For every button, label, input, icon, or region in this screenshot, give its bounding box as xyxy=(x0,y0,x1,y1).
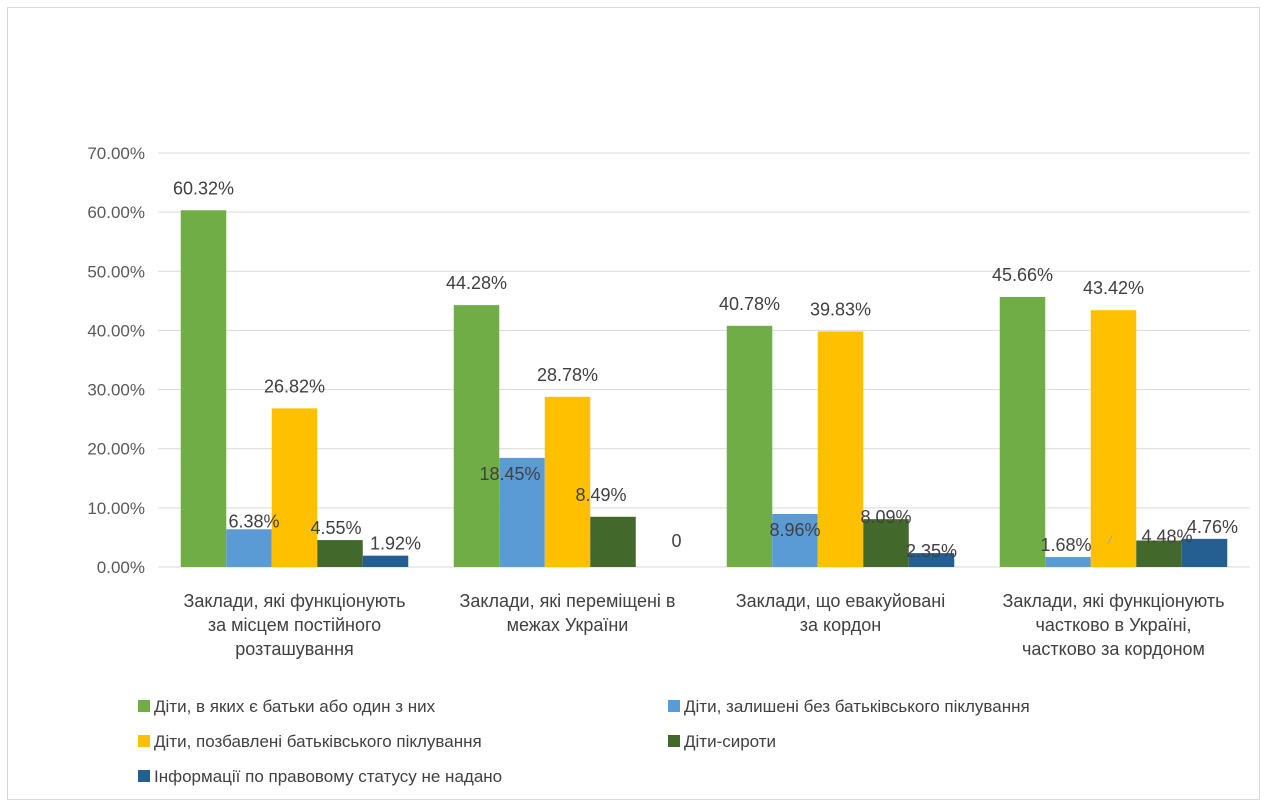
bar xyxy=(499,457,545,567)
legend-label: Діти, позбавлені батьківського піклуванн… xyxy=(154,732,482,751)
bar xyxy=(772,514,818,567)
bar xyxy=(453,305,500,567)
category-label: Заклади, що евакуйовані за кордон xyxy=(736,591,946,635)
data-label: 4.48% xyxy=(1141,527,1192,547)
data-label: 28.78% xyxy=(537,365,598,385)
legend-item: Діти, залишені без батьківського піклува… xyxy=(668,697,1030,716)
data-label: 0 xyxy=(671,531,681,551)
legend-label: Діти, залишені без батьківського піклува… xyxy=(684,697,1030,716)
legend-swatch xyxy=(668,735,680,747)
legend-item: Діти, позбавлені батьківського піклуванн… xyxy=(138,732,482,751)
data-label: 1.68% xyxy=(1040,535,1091,555)
y-tick-label: 10.00% xyxy=(87,499,145,518)
bar xyxy=(863,519,909,567)
legend-swatch xyxy=(138,735,150,747)
data-label: 60.32% xyxy=(173,178,234,198)
y-tick-label: 70.00% xyxy=(87,144,145,163)
bar xyxy=(999,296,1046,567)
y-tick-label: 60.00% xyxy=(87,203,145,222)
data-label: 26.82% xyxy=(264,376,325,396)
data-label: 1.92% xyxy=(370,534,421,554)
legend-label: Інформації по правовому статусу не надан… xyxy=(154,767,502,786)
label-leader-line xyxy=(1107,535,1113,545)
category-labels: Заклади, які функціонують за місцем пості… xyxy=(183,591,1224,659)
data-label: 8.49% xyxy=(575,485,626,505)
bars xyxy=(180,210,1228,567)
category-label: Заклади, які функціонують частково в Укра… xyxy=(1002,591,1224,659)
data-label: 6.38% xyxy=(228,511,279,531)
data-label: 43.42% xyxy=(1083,278,1144,298)
bar xyxy=(817,331,864,567)
y-tick-label: 30.00% xyxy=(87,381,145,400)
bar xyxy=(726,325,773,567)
bar xyxy=(1045,557,1091,567)
bar xyxy=(317,540,363,567)
bar xyxy=(226,529,272,567)
data-label: 4.76% xyxy=(1187,517,1238,537)
legend-item: Інформації по правовому статусу не надан… xyxy=(138,767,502,786)
data-label: 18.45% xyxy=(479,464,540,484)
legend-swatch xyxy=(138,770,150,782)
y-tick-label: 0.00% xyxy=(97,558,145,577)
y-axis-ticks: 0.00% 10.00% 20.00% 30.00% 40.00% 50.00% 60.00… xyxy=(87,144,145,577)
bar xyxy=(271,408,318,567)
y-tick-label: 20.00% xyxy=(87,440,145,459)
data-label: 44.28% xyxy=(446,273,507,293)
data-label: 8.09% xyxy=(860,507,911,527)
bar xyxy=(544,396,591,567)
bar xyxy=(1090,310,1137,567)
bar xyxy=(1181,538,1228,567)
data-label: 40.78% xyxy=(719,294,780,314)
legend-swatch xyxy=(668,700,680,712)
data-label: 2.35% xyxy=(906,541,957,561)
bar xyxy=(590,516,636,567)
grid-lines xyxy=(158,152,1250,568)
y-tick-label: 50.00% xyxy=(87,262,145,281)
legend-label: Діти-сироти xyxy=(684,732,776,751)
data-label: 8.96% xyxy=(769,520,820,540)
bar xyxy=(362,555,409,567)
bar xyxy=(908,553,955,567)
legend-swatch xyxy=(138,700,150,712)
legend: Діти, в яких є батьки або один з них Діти… xyxy=(138,697,1030,786)
legend-item: Діти-сироти xyxy=(668,732,776,751)
legend-label: Діти, в яких є батьки або один з них xyxy=(154,697,436,716)
data-labels: 60.32% 44.28% 40.78% 45.66% 6.38% 18.45% 8.96%… xyxy=(173,178,1238,561)
data-label: 39.83% xyxy=(810,299,871,319)
category-label: Заклади, які переміщені в межах України xyxy=(460,591,676,635)
category-label: Заклади, які функціонують за місцем пості… xyxy=(183,591,405,659)
legend-item: Діти, в яких є батьки або один з них xyxy=(138,697,436,716)
data-label: 45.66% xyxy=(992,265,1053,285)
data-label: 4.55% xyxy=(310,518,361,538)
bar xyxy=(1136,540,1182,567)
y-tick-label: 40.00% xyxy=(87,321,145,340)
bar xyxy=(180,210,227,567)
